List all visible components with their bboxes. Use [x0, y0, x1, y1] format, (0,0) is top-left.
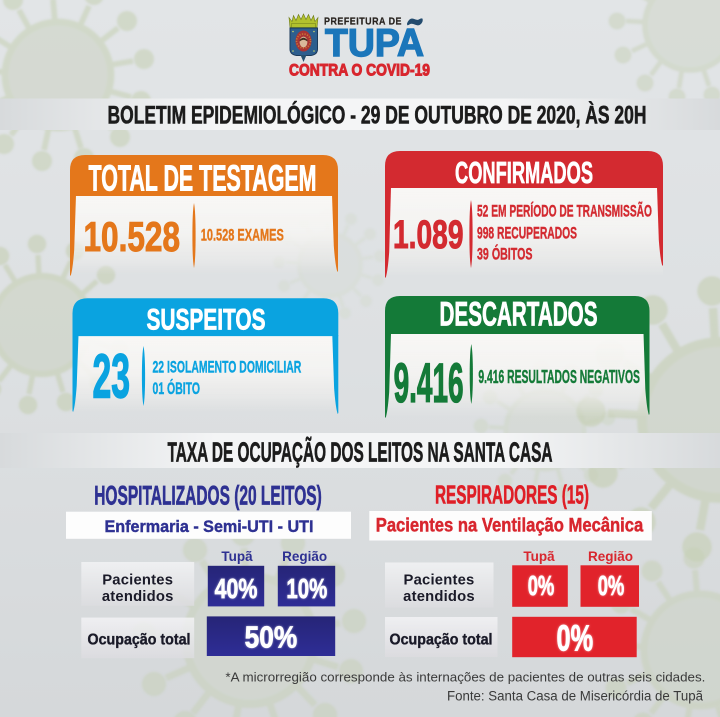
- svg-text:Ocupação total: Ocupação total: [390, 631, 493, 648]
- svg-text:DESCARTADOS: DESCARTADOS: [440, 296, 598, 334]
- svg-text:*A microrregião corresponde às: *A microrregião corresponde às internaçõ…: [225, 670, 705, 685]
- svg-text:10.528 EXAMES: 10.528 EXAMES: [201, 225, 284, 244]
- svg-text:CONTRA O COVID-19: CONTRA O COVID-19: [289, 62, 430, 80]
- svg-text:10.528: 10.528: [84, 213, 181, 260]
- svg-text:Ocupação total: Ocupação total: [88, 632, 191, 649]
- svg-text:9.416 RESULTADOS NEGATIVOS: 9.416 RESULTADOS NEGATIVOS: [478, 367, 640, 387]
- svg-text:1.089: 1.089: [393, 213, 464, 257]
- svg-text:HOSPITALIZADOS (20 LEITOS): HOSPITALIZADOS (20 LEITOS): [94, 481, 322, 511]
- svg-text:Região: Região: [588, 549, 633, 564]
- svg-text:SUSPEITOS: SUSPEITOS: [147, 303, 266, 336]
- svg-text:CONFIRMADOS: CONFIRMADOS: [455, 156, 593, 190]
- svg-text:Enfermaria - Semi-UTI - UTI: Enfermaria - Semi-UTI - UTI: [105, 517, 314, 536]
- svg-text:40%: 40%: [215, 573, 258, 604]
- svg-text:52 EM PERÍODO DE TRANSMISSÃO: 52 EM PERÍODO DE TRANSMISSÃO: [477, 200, 652, 220]
- svg-text:Região: Região: [282, 549, 327, 564]
- svg-text:TAXA DE OCUPAÇÃO DOS LEITOS NA: TAXA DE OCUPAÇÃO DOS LEITOS NA SANTA CAS…: [168, 437, 553, 468]
- svg-text:0%: 0%: [557, 618, 594, 659]
- svg-text:01 ÓBITO: 01 ÓBITO: [153, 379, 201, 398]
- svg-text:998 RECUPERADOS: 998 RECUPERADOS: [477, 224, 577, 243]
- svg-text:0%: 0%: [598, 570, 625, 601]
- svg-text:10%: 10%: [286, 573, 327, 604]
- svg-text:Pacientes: Pacientes: [404, 573, 475, 589]
- svg-text:39 ÓBITOS: 39 ÓBITOS: [477, 244, 533, 263]
- svg-text:atendidos: atendidos: [102, 589, 174, 605]
- svg-text:Tupã: Tupã: [221, 549, 253, 564]
- svg-text:TUPA: TUPA: [325, 22, 424, 65]
- svg-text:BOLETIM EPIDEMIOLÓGICO - 29 DE: BOLETIM EPIDEMIOLÓGICO - 29 DE OUTUBRO D…: [108, 100, 647, 130]
- svg-text:TOTAL DE TESTAGEM: TOTAL DE TESTAGEM: [89, 158, 317, 199]
- svg-text:23: 23: [93, 343, 131, 412]
- svg-text:Fonte: Santa Casa de Misericór: Fonte: Santa Casa de Misericórdia de Tup…: [447, 688, 703, 703]
- svg-text:Pacientes: Pacientes: [102, 573, 173, 589]
- svg-text:RESPIRADORES (15): RESPIRADORES (15): [435, 480, 589, 510]
- svg-text:Tupã: Tupã: [523, 549, 555, 564]
- svg-text:0%: 0%: [528, 570, 555, 601]
- svg-text:atendidos: atendidos: [403, 589, 475, 605]
- svg-text:22 ISOLAMENTO DOMICILIAR: 22 ISOLAMENTO DOMICILIAR: [153, 359, 302, 377]
- svg-text:PREFEITURA DE: PREFEITURA DE: [324, 16, 402, 28]
- svg-text:9.416: 9.416: [394, 351, 464, 414]
- svg-text:50%: 50%: [245, 621, 298, 655]
- svg-text:Pacientes na Ventilação Mecâni: Pacientes na Ventilação Mecânica: [376, 516, 644, 537]
